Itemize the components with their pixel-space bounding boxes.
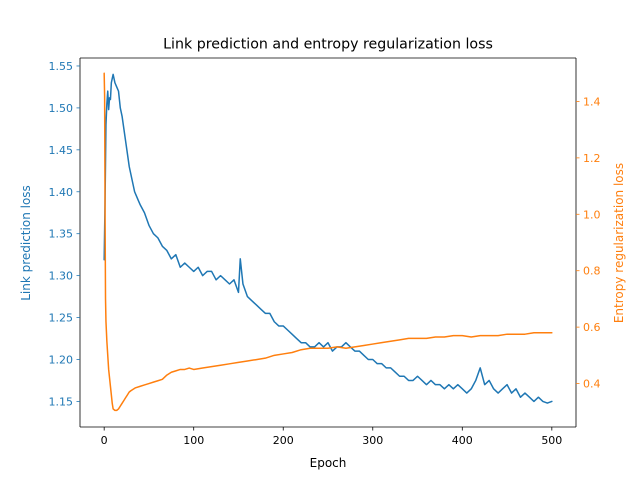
right-y-tick-label: 1.4 xyxy=(583,95,601,108)
x-axis-ticks: 0 100 200 300 400 500 xyxy=(101,427,562,447)
left-axis-ticks: 1.15 1.20 1.25 1.30 1.35 1.40 1.45 1.50 1.55 xyxy=(49,60,80,408)
x-tick-label: 300 xyxy=(362,434,383,447)
x-tick-label: 100 xyxy=(183,434,204,447)
x-axis-label: Epoch xyxy=(310,456,347,470)
right-y-tick-label: 0.4 xyxy=(583,378,601,391)
left-y-tick-label: 1.30 xyxy=(49,270,74,283)
plot-background xyxy=(80,58,576,427)
right-axis-label: Entropy regularization loss xyxy=(612,163,626,323)
left-y-tick-label: 1.50 xyxy=(49,102,74,115)
right-axis-ticks: 0.4 0.6 0.8 1.0 1.2 1.4 xyxy=(576,95,601,391)
link-prediction-loss-line xyxy=(103,73,553,404)
axes-frame xyxy=(79,57,577,428)
left-y-tick-label: 1.35 xyxy=(49,228,74,241)
x-tick-label: 400 xyxy=(452,434,473,447)
right-y-tick-label: 0.6 xyxy=(583,321,601,334)
x-tick-label: 200 xyxy=(273,434,294,447)
right-y-tick-label: 0.8 xyxy=(583,265,601,278)
chart-title: Link prediction and entropy regularizati… xyxy=(163,37,493,53)
plot-area xyxy=(80,58,576,427)
entropy-loss-line xyxy=(103,72,553,412)
left-y-tick-label: 1.55 xyxy=(49,60,74,73)
left-y-tick-label: 1.25 xyxy=(49,312,74,325)
left-y-tick-label: 1.40 xyxy=(49,186,74,199)
x-tick-label: 0 xyxy=(101,434,108,447)
x-tick-label: 500 xyxy=(541,434,562,447)
left-y-tick-label: 1.15 xyxy=(49,395,74,408)
left-y-tick-label: 1.20 xyxy=(49,353,74,366)
right-y-tick-label: 1.0 xyxy=(583,208,601,221)
series-lines xyxy=(103,72,553,412)
left-y-tick-label: 1.45 xyxy=(49,144,74,157)
left-axis-label: Link prediction loss xyxy=(19,185,33,301)
right-y-tick-label: 1.2 xyxy=(583,152,601,165)
